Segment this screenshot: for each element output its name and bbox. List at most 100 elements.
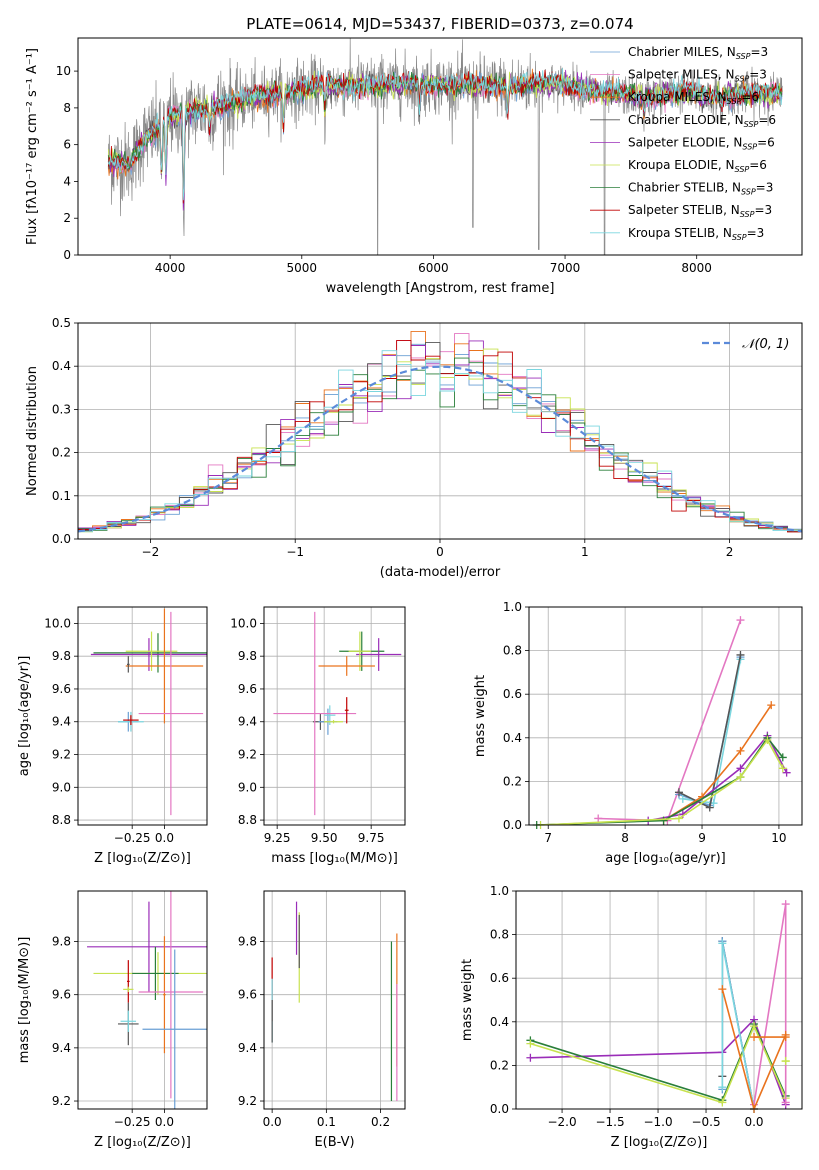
- mass-weight-series: [540, 738, 784, 825]
- data-point-marker: [736, 773, 745, 782]
- y-tick-label: 0.8: [490, 928, 509, 942]
- y-tick-label: 0.2: [490, 1058, 509, 1072]
- y-tick-label: 9.8: [238, 935, 257, 949]
- x-tick-label: −2: [142, 545, 160, 559]
- x-tick-label: 10: [771, 831, 786, 845]
- mass-vs-ebv-panel: 0.0 0.1 0.2 9.2 9.4 9.6 9.8 E(B-V): [238, 890, 406, 1150]
- x-tick-label: 9.25: [264, 831, 291, 845]
- data-point-marker: [718, 939, 727, 948]
- x-tick-label: 5000: [287, 261, 318, 275]
- mass-weight-series: [721, 943, 755, 1109]
- legend-entry-9: Kroupa STELIB, NSSP=3: [628, 226, 764, 242]
- x-tick-label: 2: [726, 545, 734, 559]
- plot-frame: [77, 322, 803, 540]
- x-tick-label: 0.2: [371, 1115, 390, 1129]
- data-point-marker: [736, 616, 745, 625]
- x-axis-label: Z [log₁₀(Z/Z⊙)]: [94, 1135, 191, 1150]
- y-tick-label: 0.8: [503, 644, 522, 658]
- x-tick-label: 0: [436, 545, 444, 559]
- residual-histogram-step: [78, 350, 802, 539]
- x-axis-label: age [log₁₀(age/yr)]: [605, 851, 726, 866]
- x-tick-label: 7: [544, 831, 552, 845]
- y-tick-label: 9.0: [238, 780, 257, 794]
- x-tick-label: −2.0: [547, 1115, 576, 1129]
- y-axis-label: mass weight: [473, 675, 488, 757]
- normal-distribution-curve: [77, 365, 803, 533]
- x-tick-label: 6000: [418, 261, 449, 275]
- y-tick-label: 9.8: [52, 649, 71, 663]
- plot-frame: [263, 890, 406, 1110]
- data-point-marker: [736, 746, 745, 755]
- y-tick-label: 9.2: [52, 1094, 71, 1108]
- model-spectrum-line: [107, 70, 783, 197]
- y-tick-label: 8: [63, 101, 71, 115]
- data-point-marker: [718, 985, 727, 994]
- age-vs-mass-panel: 9.25 9.50 9.75 8.8 9.0 9.2 9.4 9.6 9.8 10.0 mass […: [230, 606, 406, 866]
- mass-weight-series: [530, 1021, 787, 1102]
- y-tick-label: 0.0: [503, 818, 522, 832]
- x-tick-label: −0.25: [114, 1115, 151, 1129]
- y-tick-label: 0.0: [490, 1102, 509, 1116]
- legend-entry-5: Salpeter ELODIE, NSSP=6: [628, 135, 775, 151]
- x-axis-label: Z [log₁₀(Z/Z⊙)]: [611, 1135, 708, 1150]
- x-tick-label: −1.0: [643, 1115, 672, 1129]
- y-axis-label: mass [log₁₀(M/M⊙)]: [17, 937, 32, 1064]
- legend-entry-normal: 𝒩(0, 1): [742, 337, 789, 352]
- y-tick-label: 0.2: [52, 446, 71, 460]
- mass-vs-metallicity-panel: −0.25 0.0 9.2 9.4 9.6 9.8 Z [log₁₀(Z/Z⊙)] mass …: [17, 890, 208, 1150]
- y-tick-label: 10.0: [44, 616, 71, 630]
- x-tick-label: 9: [698, 831, 706, 845]
- y-tick-label: 0.1: [52, 489, 71, 503]
- legend-entry-1: Chabrier MILES, NSSP=3: [628, 45, 768, 61]
- legend-entry-6: Kroupa ELODIE, NSSP=6: [628, 158, 767, 174]
- y-tick-label: 0.6: [503, 687, 522, 701]
- data-point-marker: [781, 1033, 790, 1042]
- x-tick-label: 0.0: [155, 1115, 174, 1129]
- y-tick-label: 9.6: [238, 988, 257, 1002]
- data-point-marker: [778, 764, 787, 773]
- y-tick-label: 0.5: [52, 316, 71, 330]
- y-tick-label: 9.2: [238, 1094, 257, 1108]
- y-axis-label: age [log₁₀(age/yr)]: [17, 656, 32, 777]
- y-tick-label: 6: [63, 138, 71, 152]
- y-tick-label: 9.6: [52, 682, 71, 696]
- data-point-marker: [750, 1033, 759, 1042]
- data-point-marker: [526, 1039, 535, 1048]
- y-tick-label: 8.8: [52, 813, 71, 827]
- spectrum-panel: 4000 5000 6000 7000 8000 0 2 4 6 8 10 wavelength [A…: [25, 37, 803, 296]
- data-point-marker: [705, 803, 714, 812]
- data-point-marker: [782, 768, 791, 777]
- data-point-marker: [763, 735, 772, 744]
- data-point-marker: [736, 650, 745, 659]
- y-tick-label: 9.4: [52, 715, 71, 729]
- y-tick-label: 10: [56, 64, 71, 78]
- mass-weight-vs-age-panel: 7 8 9 10 0.0 0.2 0.4 0.6 0.8 1.0 age [log₁₀(age/yr…: [473, 600, 803, 866]
- legend-entry-4: Chabrier ELODIE, NSSP=6: [628, 113, 776, 129]
- x-axis-label: (data-model)/error: [380, 565, 501, 580]
- y-tick-label: 0.0: [52, 532, 71, 546]
- plot-frame: [77, 890, 208, 1110]
- x-tick-label: 8000: [681, 261, 712, 275]
- y-tick-label: 9.4: [52, 1041, 71, 1055]
- mass-weight-series: [678, 654, 742, 809]
- plot-frame: [77, 606, 208, 826]
- y-tick-label: 4: [63, 174, 71, 188]
- y-tick-label: 2: [63, 211, 71, 225]
- y-tick-label: 0.2: [503, 774, 522, 788]
- y-tick-label: 9.8: [52, 935, 71, 949]
- y-tick-label: 9.6: [238, 682, 257, 696]
- x-tick-label: −1: [286, 545, 304, 559]
- y-tick-label: 1.0: [490, 884, 509, 898]
- x-tick-label: −1.5: [595, 1115, 624, 1129]
- plot-frame: [528, 606, 803, 826]
- y-tick-label: 9.6: [52, 988, 71, 1002]
- mass-weight-vs-metallicity-panel: −2.0 −1.5 −1.0 −0.5 0.0 0.0 0.2 0.4 0.6 0.8 1.0 Z […: [460, 884, 803, 1150]
- x-tick-label: 0.1: [317, 1115, 336, 1129]
- y-tick-label: 0.3: [52, 402, 71, 416]
- y-tick-label: 1.0: [503, 600, 522, 614]
- mass-weight-series: [530, 1024, 787, 1104]
- figure-title: PLATE=0614, MJD=53437, FIBERID=0373, z=0…: [246, 15, 633, 33]
- x-axis-label: wavelength [Angstrom, rest frame]: [326, 281, 555, 296]
- data-point-marker: [778, 753, 787, 762]
